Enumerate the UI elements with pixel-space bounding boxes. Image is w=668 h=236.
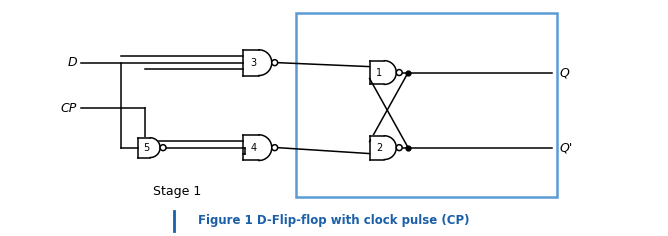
Circle shape <box>396 145 402 151</box>
Text: Stage 1: Stage 1 <box>153 185 201 198</box>
Text: 2: 2 <box>376 143 383 153</box>
Text: Q': Q' <box>559 141 572 154</box>
Polygon shape <box>138 138 160 157</box>
Text: D: D <box>67 56 77 69</box>
Polygon shape <box>369 61 396 84</box>
Text: Q: Q <box>559 66 569 79</box>
Text: 1: 1 <box>376 67 383 78</box>
Circle shape <box>160 145 166 151</box>
Text: 3: 3 <box>250 58 257 68</box>
Text: 4: 4 <box>250 143 257 153</box>
Bar <box>297 13 557 197</box>
Circle shape <box>272 145 278 151</box>
Polygon shape <box>243 135 272 160</box>
Text: CP: CP <box>61 102 77 115</box>
Circle shape <box>272 60 278 66</box>
Text: 5: 5 <box>143 143 150 153</box>
Polygon shape <box>369 136 396 160</box>
Circle shape <box>396 70 402 76</box>
Polygon shape <box>243 50 272 76</box>
Text: Figure 1 D-Flip-flop with clock pulse (CP): Figure 1 D-Flip-flop with clock pulse (C… <box>198 214 470 227</box>
